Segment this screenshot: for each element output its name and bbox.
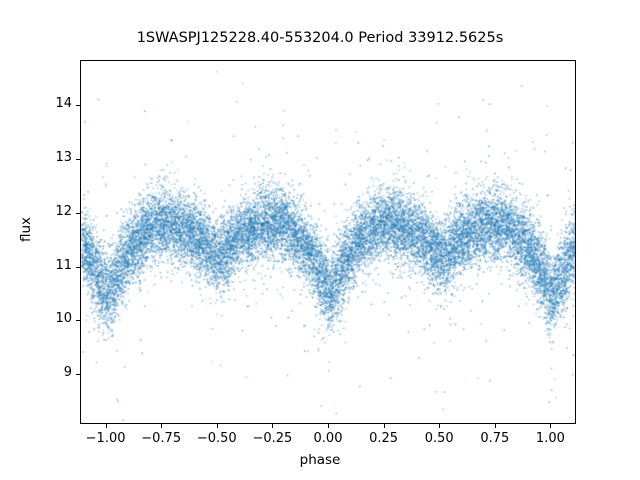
y-tick-label: 13: [55, 149, 72, 165]
x-tick-label: 0.75: [480, 431, 510, 446]
y-axis-label: flux: [18, 216, 34, 242]
x-tick-label: 0.00: [313, 431, 343, 446]
y-tick-mark: [76, 320, 80, 321]
y-tick-label: 10: [55, 311, 72, 327]
x-tick-label: 0.50: [424, 431, 454, 446]
y-tick-label: 14: [55, 95, 72, 111]
x-tick-mark: [106, 424, 107, 428]
plot-axes-frame: [80, 60, 576, 424]
x-tick-label: −0.75: [141, 431, 182, 446]
x-tick-mark: [161, 424, 162, 428]
x-tick-mark: [550, 424, 551, 428]
y-tick-mark: [76, 105, 80, 106]
x-tick-label: −0.25: [252, 431, 293, 446]
y-tick-label: 9: [63, 365, 72, 381]
y-tick-mark: [76, 374, 80, 375]
x-tick-label: 1.00: [535, 431, 565, 446]
x-tick-mark: [495, 424, 496, 428]
y-tick-label: 11: [55, 257, 72, 273]
x-tick-label: 0.25: [369, 431, 399, 446]
x-tick-mark: [384, 424, 385, 428]
x-axis-label: phase: [299, 452, 341, 468]
y-tick-mark: [76, 267, 80, 268]
x-tick-mark: [439, 424, 440, 428]
y-tick-mark: [76, 213, 80, 214]
y-tick-mark: [76, 159, 80, 160]
scatter-plot-canvas: [81, 61, 575, 423]
x-tick-mark: [217, 424, 218, 428]
y-tick-label: 12: [55, 203, 72, 219]
x-tick-label: −0.50: [196, 431, 237, 446]
page-title: 1SWASPJ125228.40-553204.0 Period 33912.5…: [136, 30, 504, 46]
x-tick-mark: [272, 424, 273, 428]
x-tick-label: −1.00: [85, 431, 126, 446]
x-tick-mark: [328, 424, 329, 428]
